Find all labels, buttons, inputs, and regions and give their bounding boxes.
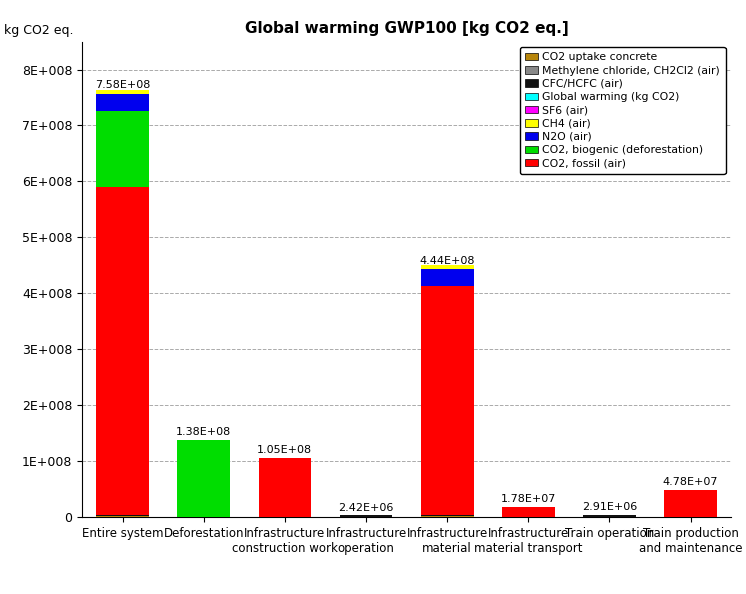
Bar <box>96 187 149 516</box>
Text: 4.78E+07: 4.78E+07 <box>662 477 718 487</box>
Bar <box>421 266 474 270</box>
Bar <box>96 90 149 94</box>
Bar <box>421 286 474 516</box>
Bar <box>339 516 392 517</box>
Legend: CO2 uptake concrete, Methylene chloride, CH2Cl2 (air), CFC/HCFC (air), Global wa: CO2 uptake concrete, Methylene chloride,… <box>520 47 726 174</box>
Bar <box>421 270 474 286</box>
Bar <box>96 516 149 517</box>
Bar <box>96 94 149 111</box>
Bar <box>96 111 149 187</box>
Bar <box>502 507 554 517</box>
Text: 1.38E+08: 1.38E+08 <box>176 427 231 437</box>
Text: 2.42E+06: 2.42E+06 <box>339 503 394 513</box>
Text: 4.44E+08: 4.44E+08 <box>419 256 475 266</box>
Text: kg CO2 eq.: kg CO2 eq. <box>4 24 74 37</box>
Bar <box>259 458 311 517</box>
Text: 1.78E+07: 1.78E+07 <box>501 494 556 504</box>
Title: Global warming GWP100 [kg CO2 eq.]: Global warming GWP100 [kg CO2 eq.] <box>245 21 568 36</box>
Text: 2.91E+06: 2.91E+06 <box>582 503 637 513</box>
Text: 1.05E+08: 1.05E+08 <box>257 446 313 455</box>
Bar <box>664 490 717 517</box>
Bar <box>178 440 230 517</box>
Bar <box>583 515 636 517</box>
Text: 7.58E+08: 7.58E+08 <box>95 80 150 90</box>
Bar <box>421 516 474 517</box>
